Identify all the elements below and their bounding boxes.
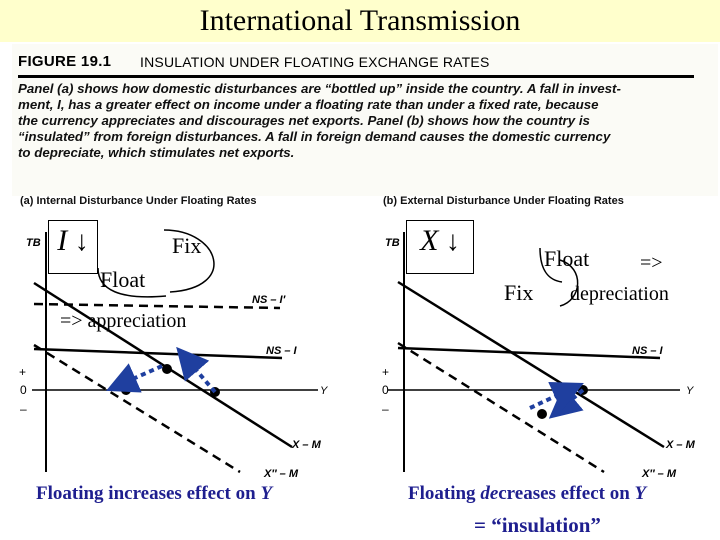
figure-heading: INSULATION UNDER FLOATING EXCHANGE RATES xyxy=(140,54,490,70)
insulation-label: = “insulation” xyxy=(474,513,601,537)
heading-rule xyxy=(18,75,694,78)
panel-a-shock-box: I ↓ xyxy=(48,220,98,274)
panel-b-title: (b) External Disturbance Under Floating … xyxy=(383,195,624,207)
panel-a-eq-point xyxy=(162,364,172,374)
panel-a-fix-arrow xyxy=(176,346,217,394)
panel-a-annotation: => appreciation xyxy=(60,310,187,332)
panel-a-eq-point xyxy=(121,385,131,395)
panel-b-xm-shift-line xyxy=(397,341,605,474)
panel-a-xm-label: X – M xyxy=(291,439,322,451)
caption-line: “insulated” from foreign disturbances. A… xyxy=(18,129,611,144)
panel-b-plus: + xyxy=(382,365,389,379)
panel-a-fix-arc xyxy=(163,229,215,293)
panel-b-float-arrow xyxy=(529,381,584,411)
panel-b-shock-var: X xyxy=(420,224,439,257)
panel-b-fix-arrow xyxy=(548,385,585,419)
panel-a-ns-prime-label: NS – I′ xyxy=(252,294,287,306)
panel-b-zero: 0 xyxy=(382,383,389,397)
panel-a-xm-shift-line xyxy=(33,343,241,474)
panel-a-ns-i-prime-line xyxy=(33,302,281,310)
figure-caption: Panel (a) shows how domestic disturbance… xyxy=(18,81,708,161)
down-arrow-icon: ↓ xyxy=(445,226,460,257)
panel-b-shock-box: X ↓ xyxy=(406,220,474,274)
panel-a-y-label: Y xyxy=(320,385,328,397)
panel-b-ns-i-line xyxy=(397,346,661,360)
panel-b-float-arc xyxy=(539,247,563,283)
panel-b-minus: – xyxy=(382,402,389,416)
panel-a-minus: – xyxy=(20,402,27,416)
down-arrow-icon: ↓ xyxy=(74,226,89,257)
panel-b-arrow-label: => xyxy=(640,252,663,274)
panel-a-ns-label: NS – I xyxy=(266,345,298,357)
panel-a-xm-shift-label: X″ – M xyxy=(263,468,299,480)
panel-b-ns-label: NS – I xyxy=(632,345,664,357)
panel-a-title: (a) Internal Disturbance Under Floating … xyxy=(20,195,257,207)
panel-b-y-label: Y xyxy=(686,385,694,397)
panel-b-float-label: Float xyxy=(544,246,590,271)
panel-b-bottom-caption: Floating decreases effect on Y xyxy=(408,483,647,504)
panel-b-xm-shift-label: X″ – M xyxy=(641,468,677,480)
caption-line: Panel (a) shows how domestic disturbance… xyxy=(18,81,621,96)
panel-a-zero: 0 xyxy=(20,383,27,397)
panel-a-shock-var: I xyxy=(57,224,68,257)
panel-a-float-arc xyxy=(97,267,167,298)
panel-a-ns-i-line xyxy=(33,347,283,360)
panel-a-float-arrow xyxy=(106,363,163,393)
caption-line: the currency appreciates and discourages… xyxy=(18,113,590,128)
panel-a-fix-label: Fix xyxy=(172,233,202,258)
panel-b-fix-arc xyxy=(559,259,579,307)
panel-b-annotation: depreciation xyxy=(570,283,669,305)
panel-b-xm-line xyxy=(397,280,665,449)
figure-number: FIGURE 19.1 xyxy=(18,53,112,70)
panel-a-xm-line xyxy=(33,281,293,449)
panel-a-bottom-caption: Floating increases effect on Y xyxy=(36,483,273,504)
caption-line: ment, I, has a greater effect on income … xyxy=(18,97,599,112)
slide-title: International Transmission xyxy=(0,4,720,38)
panel-b-xm-label: X – M xyxy=(665,439,696,451)
panel-a-plus: + xyxy=(19,365,26,379)
panel-b-fix-label: Fix xyxy=(504,280,534,305)
panel-b-tb-label: TB xyxy=(385,237,400,249)
panel-a-float-label: Float xyxy=(100,267,146,292)
scanned-figure xyxy=(12,44,718,196)
panel-a-tb-label: TB xyxy=(26,237,41,249)
panel-b-eq-point xyxy=(537,409,547,419)
caption-line: to depreciate, which stimulates net expo… xyxy=(18,145,295,160)
